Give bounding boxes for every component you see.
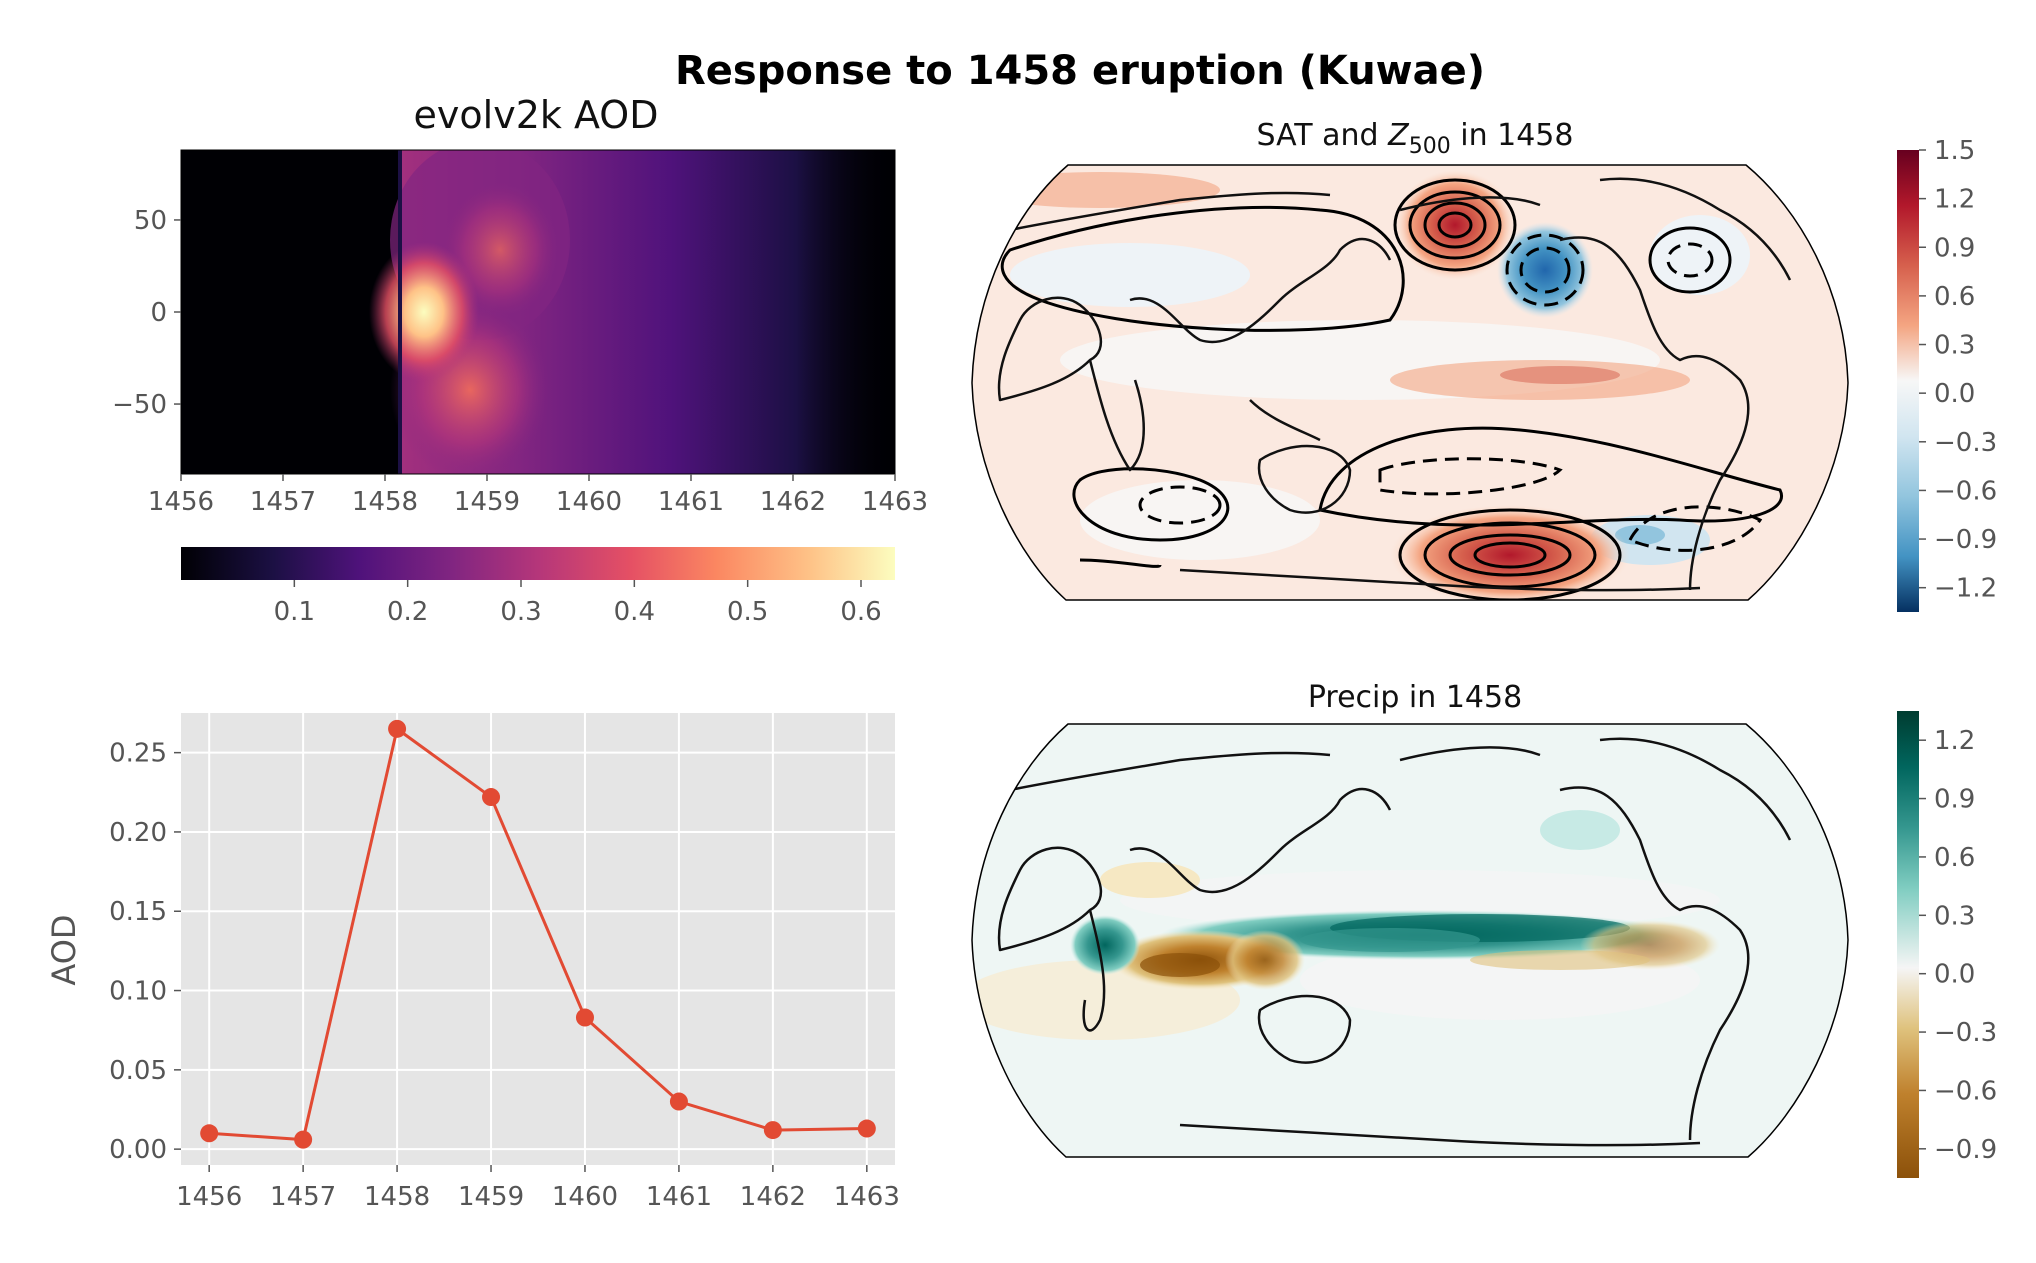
colorbar-tick-label: 0.3 (500, 597, 541, 627)
precip-map-title: Precip in 1458 (1308, 680, 1522, 715)
colorbar-tick-label: 1.2 (1934, 185, 1975, 215)
colorbar-tick-label: 0.0 (1934, 960, 1975, 990)
sat-colorbar (1897, 150, 1919, 612)
y-tick-label: 0.15 (109, 897, 167, 927)
aod-colorbar-ticks: 0.1 0.2 0.3 0.4 0.5 0.6 (274, 580, 882, 627)
x-tick-label: 1459 (454, 487, 520, 517)
colorbar-tick-label: 0.9 (1934, 233, 1975, 263)
data-point (669, 1092, 688, 1111)
colorbar-tick-label: 0.9 (1934, 785, 1975, 815)
colorbar-tick-label: −0.6 (1934, 1076, 1997, 1106)
aod-heatmap-title: evolv2k AOD (414, 93, 659, 137)
aod-line-x-axis: 1456 1457 1458 1459 1460 1461 1462 1463 (176, 1165, 900, 1212)
x-tick-label: 1456 (176, 1182, 242, 1212)
data-point (388, 719, 407, 738)
colorbar-tick-label: 0.2 (387, 597, 428, 627)
colorbar-tick-label: 0.3 (1934, 901, 1975, 931)
sat-colorbar-ticks: 1.5 1.2 0.9 0.6 0.3 0.0 −0.3 −0.6 −0.9 −1.2 (1919, 136, 1997, 604)
colorbar-tick-label: 0.6 (1934, 282, 1975, 312)
x-tick-label: 1459 (458, 1182, 524, 1212)
aod-line-plot-area (181, 713, 895, 1165)
aod-line-series (209, 726, 867, 1142)
precip-map-panel: Precip in 1458 (971, 680, 1997, 1178)
data-point (575, 1008, 594, 1027)
y-tick-label: 0 (150, 298, 167, 328)
colorbar-tick-label: 0.0 (1934, 379, 1975, 409)
x-tick-label: 1463 (862, 487, 928, 517)
colorbar-tick-label: −0.6 (1934, 476, 1997, 506)
y-tick-label: 0.05 (109, 1056, 167, 1086)
sat-map-title-var: Z (1387, 118, 1410, 153)
figure-suptitle: Response to 1458 eruption (Kuwae) (675, 48, 1485, 94)
y-tick-label: 0.25 (109, 739, 167, 769)
aod-heatmap-field (181, 150, 895, 474)
data-point (200, 1124, 219, 1143)
data-point (482, 788, 501, 807)
aod-line-grid (181, 713, 895, 1165)
sat-map-title-prefix: SAT and (1257, 118, 1389, 153)
x-tick-label: 1460 (556, 487, 622, 517)
y-tick-label: 50 (134, 206, 167, 236)
precip-colorbar (1897, 711, 1919, 1178)
x-tick-label: 1456 (148, 487, 214, 517)
data-point (294, 1130, 313, 1149)
precip-colorbar-ticks: 1.2 0.9 0.6 0.3 0.0 −0.3 −0.6 −0.9 (1919, 726, 1997, 1165)
aod-line-panel: 1456 1457 1458 1459 1460 1461 1462 1463 0.000.0… (45, 713, 900, 1212)
sat-map-title: SAT and Z500 in 1458 (1257, 118, 1574, 159)
y-tick-label: 0.00 (109, 1135, 167, 1165)
aod-heatmap-y-axis: 50 0 −50 (112, 206, 181, 420)
x-tick-label: 1462 (740, 1182, 806, 1212)
data-point (857, 1119, 876, 1138)
sat-map-field (972, 165, 1848, 600)
x-tick-label: 1457 (250, 487, 316, 517)
aod-line-points (200, 719, 876, 1149)
x-tick-label: 1458 (352, 487, 418, 517)
x-tick-label: 1462 (760, 487, 826, 517)
aod-colorbar (181, 547, 895, 580)
colorbar-tick-label: −0.3 (1934, 1018, 1997, 1048)
colorbar-tick-label: 0.6 (840, 597, 881, 627)
colorbar-tick-label: 0.5 (727, 597, 768, 627)
y-tick-label: 0.20 (109, 818, 167, 848)
y-tick-label: −50 (112, 390, 167, 420)
colorbar-tick-label: 1.5 (1934, 136, 1975, 166)
data-point (763, 1121, 782, 1140)
aod-line-y-axis: 0.00 0.05 0.10 0.15 0.20 0.25 (109, 739, 181, 1165)
colorbar-tick-label: 0.4 (614, 597, 655, 627)
x-tick-label: 1461 (658, 487, 724, 517)
x-tick-label: 1457 (270, 1182, 336, 1212)
colorbar-tick-label: 0.1 (274, 597, 315, 627)
colorbar-tick-label: −0.9 (1934, 1135, 1997, 1165)
colorbar-tick-label: 0.3 (1934, 331, 1975, 361)
precip-map-field (972, 724, 1848, 1157)
colorbar-tick-label: 0.6 (1934, 843, 1975, 873)
colorbar-tick-label: 1.2 (1934, 726, 1975, 756)
y-tick-label: 0.10 (109, 977, 167, 1007)
sat-z500-map-panel: SAT and Z500 in 1458 (971, 118, 1997, 612)
colorbar-tick-label: −0.9 (1934, 525, 1997, 555)
aod-heatmap-panel: evolv2k AOD 1456 1457 1458 1459 1460 1461 1462… (112, 93, 928, 627)
colorbar-tick-label: −0.3 (1934, 428, 1997, 458)
sat-map-outline (971, 164, 1849, 601)
precip-map-outline (971, 723, 1849, 1158)
x-tick-label: 1461 (646, 1182, 712, 1212)
sat-map-title-suffix: in 1458 (1451, 118, 1574, 153)
aod-heatmap-x-axis: 1456 1457 1458 1459 1460 1461 1462 1463 (148, 474, 928, 517)
sat-map-title-sub: 500 (1409, 134, 1451, 159)
aod-line-y-label: AOD (45, 914, 83, 985)
x-tick-label: 1460 (552, 1182, 618, 1212)
x-tick-label: 1458 (364, 1182, 430, 1212)
x-tick-label: 1463 (834, 1182, 900, 1212)
colorbar-tick-label: −1.2 (1934, 574, 1997, 604)
